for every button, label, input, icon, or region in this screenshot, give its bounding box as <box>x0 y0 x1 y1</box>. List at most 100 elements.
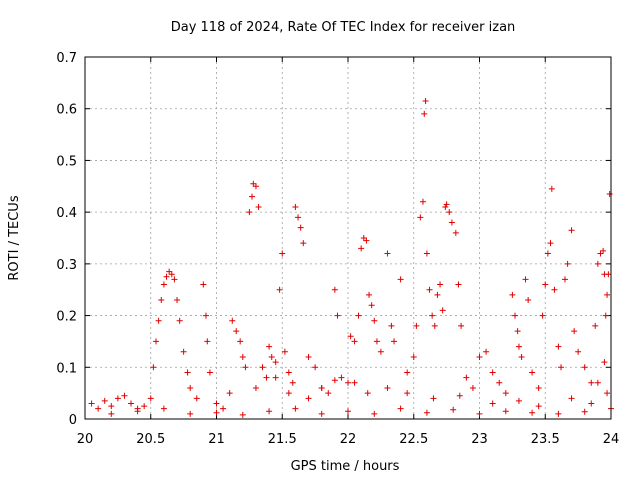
data-point <box>442 203 449 210</box>
chart-title: Day 118 of 2024, Rate Of TEC Index for r… <box>171 20 516 35</box>
data-point <box>437 281 444 288</box>
data-point <box>229 317 236 324</box>
x-tick-label: 20.5 <box>136 432 165 447</box>
data-point <box>255 203 262 210</box>
data-point <box>249 193 256 200</box>
data-point <box>544 250 551 257</box>
data-point <box>305 353 312 360</box>
y-tick-label: 0.6 <box>56 103 77 118</box>
data-point <box>292 203 299 210</box>
grid-layer <box>85 57 611 419</box>
data-point <box>604 291 611 298</box>
data-point <box>426 286 433 293</box>
data-point <box>535 403 542 410</box>
data-point <box>318 384 325 391</box>
data-point <box>377 348 384 355</box>
data-point <box>564 260 571 267</box>
data-point <box>423 409 430 416</box>
data-point <box>312 364 319 371</box>
points-layer <box>88 97 614 418</box>
data-point <box>285 390 292 397</box>
data-point <box>421 110 428 117</box>
data-point <box>422 97 429 104</box>
data-point <box>246 209 253 216</box>
data-point <box>355 312 362 319</box>
data-point <box>266 343 273 350</box>
data-point <box>410 353 417 360</box>
data-point <box>529 369 536 376</box>
data-point <box>568 395 575 402</box>
data-point <box>176 317 183 324</box>
data-point <box>509 291 516 298</box>
data-point <box>388 322 395 329</box>
data-point <box>397 405 404 412</box>
data-point <box>285 369 292 376</box>
data-point <box>263 374 270 381</box>
data-point <box>347 333 354 340</box>
data-point <box>141 403 148 410</box>
data-point <box>166 268 173 275</box>
data-point <box>360 235 367 241</box>
data-point <box>108 410 115 417</box>
data-point <box>174 297 181 304</box>
data-point <box>184 369 191 376</box>
data-point <box>279 250 286 257</box>
data-point <box>345 408 351 415</box>
data-point <box>489 369 496 376</box>
data-point <box>297 224 304 231</box>
data-point <box>581 408 588 415</box>
data-point <box>558 364 565 371</box>
data-point <box>325 390 332 397</box>
data-point <box>281 348 288 355</box>
data-point <box>515 397 522 404</box>
data-point <box>187 384 194 391</box>
data-point <box>602 312 609 319</box>
y-tick-label: 0.4 <box>56 206 77 221</box>
tick-layer: 20 20.5 21 21.5 22 22.5 23 23.5 24 0 0.1 0.2 0.3 0.4 0… <box>56 51 619 447</box>
data-point <box>371 410 378 417</box>
y-tick-label: 0.5 <box>56 154 77 169</box>
data-point <box>443 201 450 208</box>
data-point <box>168 271 175 278</box>
y-tick-label: 0.3 <box>56 258 77 273</box>
data-point <box>463 374 470 381</box>
data-point <box>581 364 588 371</box>
data-point <box>606 191 613 198</box>
data-point <box>114 395 121 402</box>
data-point <box>239 353 246 360</box>
data-point <box>489 400 496 407</box>
data-point <box>592 322 599 329</box>
data-point <box>318 410 325 417</box>
data-point <box>514 328 521 335</box>
data-point <box>588 379 595 386</box>
data-point <box>434 291 441 298</box>
x-tick-label: 23.5 <box>531 432 560 447</box>
data-point <box>331 377 338 384</box>
data-point <box>295 214 302 221</box>
data-point <box>242 364 249 371</box>
data-point <box>604 390 611 397</box>
data-point <box>163 273 170 280</box>
data-point <box>476 410 483 417</box>
data-point <box>571 328 578 335</box>
data-point <box>101 397 108 404</box>
data-point <box>305 395 312 402</box>
data-point <box>147 395 154 402</box>
data-point <box>95 405 102 412</box>
data-point <box>206 369 213 376</box>
data-point <box>368 302 375 309</box>
data-point <box>276 286 283 293</box>
data-point <box>213 400 220 407</box>
data-point <box>456 392 463 399</box>
data-point <box>150 364 157 371</box>
data-point <box>259 364 266 371</box>
data-point <box>155 317 162 324</box>
data-point <box>430 395 437 402</box>
data-point <box>363 237 370 244</box>
data-point <box>413 322 420 329</box>
data-point <box>568 227 575 234</box>
data-point <box>446 209 453 216</box>
data-point <box>193 395 200 402</box>
y-tick-label: 0 <box>69 413 77 428</box>
